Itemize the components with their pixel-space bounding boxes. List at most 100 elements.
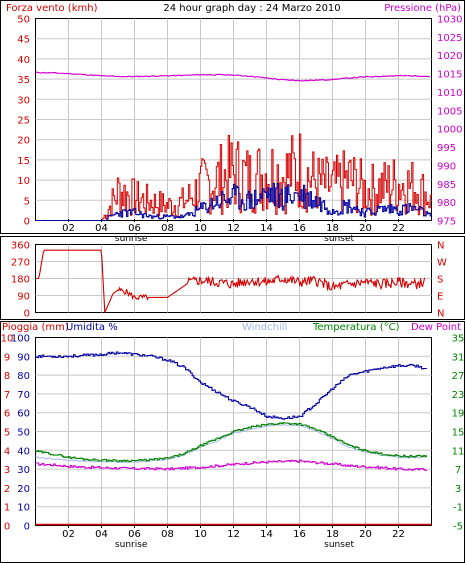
- x-tick-label: 18: [326, 223, 339, 234]
- x-tick-label: 06: [128, 529, 141, 540]
- pressure-y-tick-label: 1000: [437, 125, 462, 136]
- humidity-y-tick-label: 30: [17, 465, 30, 476]
- compass-tick-label: W: [437, 258, 447, 269]
- series-layer: [35, 71, 433, 526]
- dewpoint-line: [35, 459, 428, 471]
- pressure-y-tick-label: 995: [437, 143, 456, 154]
- wind-y-tick-label: 10: [17, 176, 30, 187]
- temperature-axis-label: Temperatura (°C): [312, 322, 400, 333]
- humidity-y-tick-label: 40: [17, 446, 30, 457]
- humidity-line: [35, 351, 428, 420]
- temperature-line: [35, 422, 428, 463]
- direction-y-tick-label: 90: [17, 292, 30, 303]
- humidity-y-tick-label: 10: [17, 503, 30, 514]
- direction-y-tick-label: 360: [11, 241, 30, 252]
- humidity-y-tick-label: 60: [17, 409, 30, 420]
- pressure-y-tick-label: 1015: [437, 70, 462, 81]
- x-tick-label: 06: [128, 223, 141, 234]
- wind-y-tick-label: 25: [17, 116, 30, 127]
- wind-speed-line: [35, 182, 433, 222]
- windchill-axis-label: Windchill: [242, 322, 287, 333]
- wind-y-tick-label: 45: [17, 35, 30, 46]
- dewpoint-axis-label: Dew Point: [411, 322, 461, 333]
- rain-y-tick-label: 6: [4, 409, 10, 420]
- sunrise-label: sunrise: [115, 540, 148, 550]
- x-tick-label: 04: [95, 529, 108, 540]
- humidity-y-tick-label: 50: [17, 428, 30, 439]
- temperature-y-tick-label: 15: [452, 428, 465, 439]
- x-tick-label: 16: [293, 223, 306, 234]
- x-tick-label: 22: [392, 529, 405, 540]
- x-tick-label: 16: [293, 529, 306, 540]
- x-tick-label: 08: [161, 223, 174, 234]
- pressure-y-tick-label: 1010: [437, 88, 462, 99]
- x-tick-label: 12: [227, 223, 240, 234]
- temperature-y-tick-label: 3: [455, 484, 461, 495]
- direction-y-tick-label: 0: [24, 309, 30, 320]
- pressure-y-tick-label: 980: [437, 198, 456, 209]
- compass-tick-label: N: [437, 309, 444, 320]
- humidity-y-tick-label: 90: [17, 352, 30, 363]
- wind-y-tick-label: 20: [17, 136, 30, 147]
- sunset-label: sunset: [324, 234, 354, 244]
- page-title: 24 hour graph day : 24 Marzo 2010: [163, 3, 340, 14]
- wind-y-tick-label: 0: [24, 217, 30, 228]
- wind-y-tick-label: 50: [17, 15, 30, 26]
- pressure-y-tick-label: 990: [437, 161, 456, 172]
- wind-y-tick-label: 40: [17, 55, 30, 66]
- tick-layer: 0510152025303540455097598098599099510001…: [1, 15, 465, 551]
- rain-y-tick-label: 3: [4, 465, 10, 476]
- temperature-y-tick-label: 19: [452, 409, 465, 420]
- wind-y-tick-label: 30: [17, 95, 30, 106]
- x-tick-label: 10: [194, 223, 207, 234]
- sunset-label: sunset: [324, 540, 354, 550]
- x-tick-label: 14: [260, 529, 273, 540]
- humidity-y-tick-label: 80: [17, 371, 30, 382]
- temperature-y-tick-label: 31: [452, 352, 465, 363]
- pressure-y-tick-label: 1005: [437, 106, 462, 117]
- x-tick-label: 12: [227, 529, 240, 540]
- direction-y-tick-label: 180: [11, 275, 30, 286]
- sunrise-label: sunrise: [115, 234, 148, 244]
- temperature-y-tick-label: 35: [452, 334, 465, 345]
- humidity-y-tick-label: 100: [11, 334, 30, 345]
- temperature-y-tick-label: -1: [453, 503, 463, 514]
- wind-axis-label: Forza vento (kmh): [6, 3, 98, 14]
- wind-gust-line: [35, 133, 432, 221]
- compass-tick-label: E: [437, 292, 443, 303]
- humidity-y-tick-label: 0: [24, 522, 30, 533]
- wind-y-tick-label: 5: [24, 196, 30, 207]
- pressure-axis-label: Pressione (hPa): [384, 3, 461, 14]
- rain-y-tick-label: 5: [4, 428, 10, 439]
- humidity-y-tick-label: 20: [17, 484, 30, 495]
- temperature-y-tick-label: 23: [452, 390, 465, 401]
- wind-y-tick-label: 15: [17, 156, 30, 167]
- rain-y-tick-label: 9: [4, 352, 10, 363]
- x-tick-label: 20: [359, 223, 372, 234]
- humidity-y-tick-label: 70: [17, 390, 30, 401]
- x-tick-label: 02: [62, 529, 75, 540]
- rain-y-tick-label: 7: [4, 390, 10, 401]
- pressure-line: [35, 71, 430, 82]
- pressure-y-tick-label: 985: [437, 180, 456, 191]
- pressure-y-tick-label: 975: [437, 217, 456, 228]
- rain-y-tick-label: 0: [4, 522, 10, 533]
- temperature-y-tick-label: 11: [452, 446, 465, 457]
- humidity-axis-label: Umidita %: [66, 322, 118, 333]
- compass-tick-label: N: [437, 241, 444, 252]
- x-tick-label: 08: [161, 529, 174, 540]
- x-tick-label: 14: [260, 223, 273, 234]
- wind-direction-line: [35, 249, 426, 313]
- temperature-y-tick-label: 27: [452, 371, 465, 382]
- pressure-y-tick-label: 1030: [437, 15, 462, 26]
- direction-y-tick-label: 270: [11, 258, 30, 269]
- temperature-y-tick-label: 7: [455, 465, 461, 476]
- rain-y-tick-label: 10: [1, 334, 14, 345]
- wind-y-tick-label: 35: [17, 75, 30, 86]
- x-tick-label: 22: [392, 223, 405, 234]
- rain-y-tick-label: 2: [4, 484, 10, 495]
- x-tick-label: 20: [359, 529, 372, 540]
- x-tick-label: 10: [194, 529, 207, 540]
- compass-tick-label: S: [437, 275, 443, 286]
